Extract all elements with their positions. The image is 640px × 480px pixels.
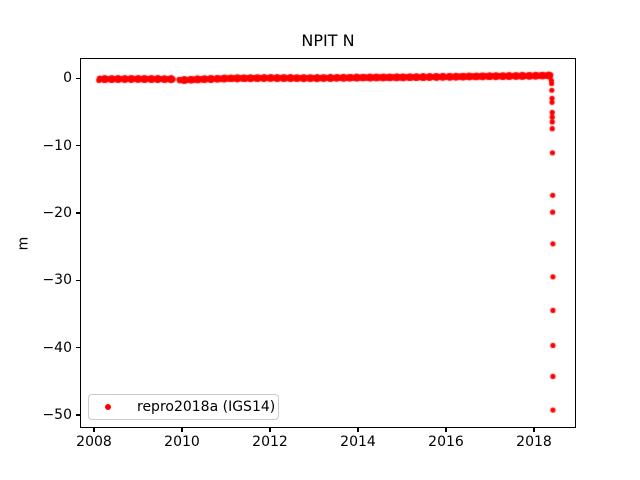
legend-marker-icon xyxy=(105,403,111,410)
y-tick-mark xyxy=(76,347,80,349)
y-tick-label: −10 xyxy=(42,137,72,154)
x-tick-label: 2010 xyxy=(164,433,200,450)
scatter-points-layer xyxy=(80,57,576,428)
x-tick-mark xyxy=(269,427,271,432)
x-tick-label: 2008 xyxy=(76,433,112,450)
x-tick-label: 2012 xyxy=(252,433,288,450)
y-tick-label: −20 xyxy=(42,204,72,221)
x-tick-mark xyxy=(93,427,95,432)
x-tick-label: 2014 xyxy=(340,433,376,450)
y-tick-mark xyxy=(76,212,80,214)
y-tick-label: −40 xyxy=(42,339,72,356)
x-tick-label: 2018 xyxy=(516,433,552,450)
y-tick-mark xyxy=(76,414,80,416)
y-tick-mark xyxy=(76,77,80,79)
chart-title: NPIT N xyxy=(301,31,355,50)
y-tick-label: 0 xyxy=(63,70,72,87)
legend-label: repro2018a (IGS14) xyxy=(137,398,276,415)
y-tick-label: −50 xyxy=(42,407,72,423)
x-tick-mark xyxy=(533,427,535,432)
x-tick-mark xyxy=(357,427,359,432)
y-axis-label: m xyxy=(15,236,32,251)
y-tick-mark xyxy=(76,145,80,147)
y-tick-label: −30 xyxy=(42,272,72,289)
x-tick-label: 2016 xyxy=(428,433,464,450)
y-tick-mark xyxy=(76,279,80,281)
x-tick-mark xyxy=(445,427,447,432)
x-tick-mark xyxy=(181,427,183,432)
legend: repro2018a (IGS14) xyxy=(88,393,279,420)
